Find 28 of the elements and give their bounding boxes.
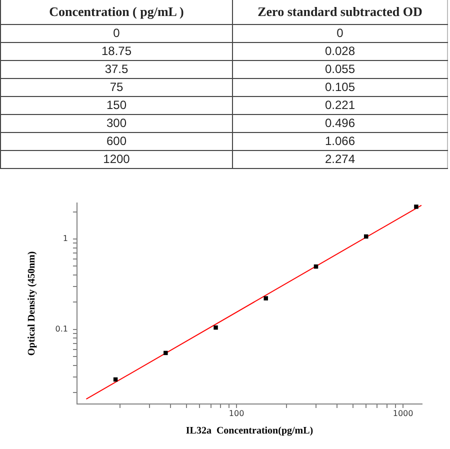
point [214,325,218,330]
text: Concentration ( pg/mL ) [0,0,232,24]
category-label: 1200 [0,150,232,168]
point [264,296,268,300]
data-label: 1.066 [232,132,448,150]
category-label: 300 [0,114,232,132]
data-label: 0.105 [232,78,448,96]
y-tick-label: 0.1 [55,324,68,334]
data-label: 2.274 [232,150,448,168]
data-label: 0.496 [232,114,448,132]
data-label: 0.055 [232,60,448,78]
x-tick-label: 100 [228,408,244,418]
y-axis-title: Optical Density (450nm) [26,251,38,356]
x-axis-title: IL32a Concentration(pg/mL) [186,426,314,437]
category-label: 600 [0,132,232,150]
point [164,350,168,356]
data-label: 0.028 [232,42,448,60]
x-tick-label: 1000 [392,408,414,418]
category-label: 150 [0,96,232,114]
category-label: 75 [0,78,232,96]
point [414,204,418,209]
category-label: 37.5 [0,60,232,78]
data-label: 0 [0,24,232,42]
data-label: 0.221 [232,96,448,114]
y-tick-label: 1 [62,234,68,244]
category-label: 18.75 [0,42,232,60]
text: Zero standard subtracted OD [232,0,448,24]
category-label: 0 [232,24,448,42]
